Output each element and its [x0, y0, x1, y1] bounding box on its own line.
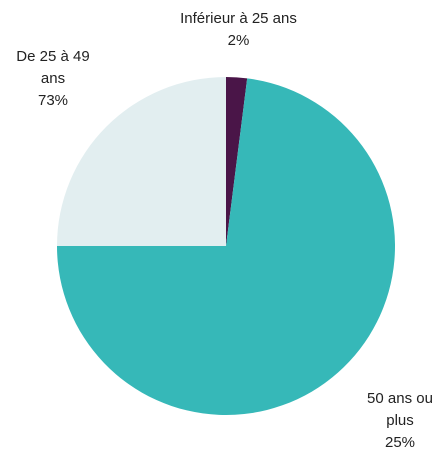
value-label: 2% [227, 32, 250, 49]
slice-label: 50 ans ou plus 25% [352, 388, 442, 454]
value-label: 25% [384, 434, 416, 451]
pie-slice [226, 77, 248, 246]
slice-label: Inférieur à 25 ans 2% [176, 8, 301, 52]
value-label: 73% [37, 92, 69, 109]
category-label: Inférieur à 25 ans [180, 10, 297, 27]
category-label: 50 ans ou plus [367, 390, 433, 429]
pie-slice [57, 78, 395, 416]
slice-label: De 25 à 49 ans 73% [8, 46, 98, 112]
pie-slice [57, 77, 226, 246]
category-label: De 25 à 49 ans [16, 48, 90, 87]
